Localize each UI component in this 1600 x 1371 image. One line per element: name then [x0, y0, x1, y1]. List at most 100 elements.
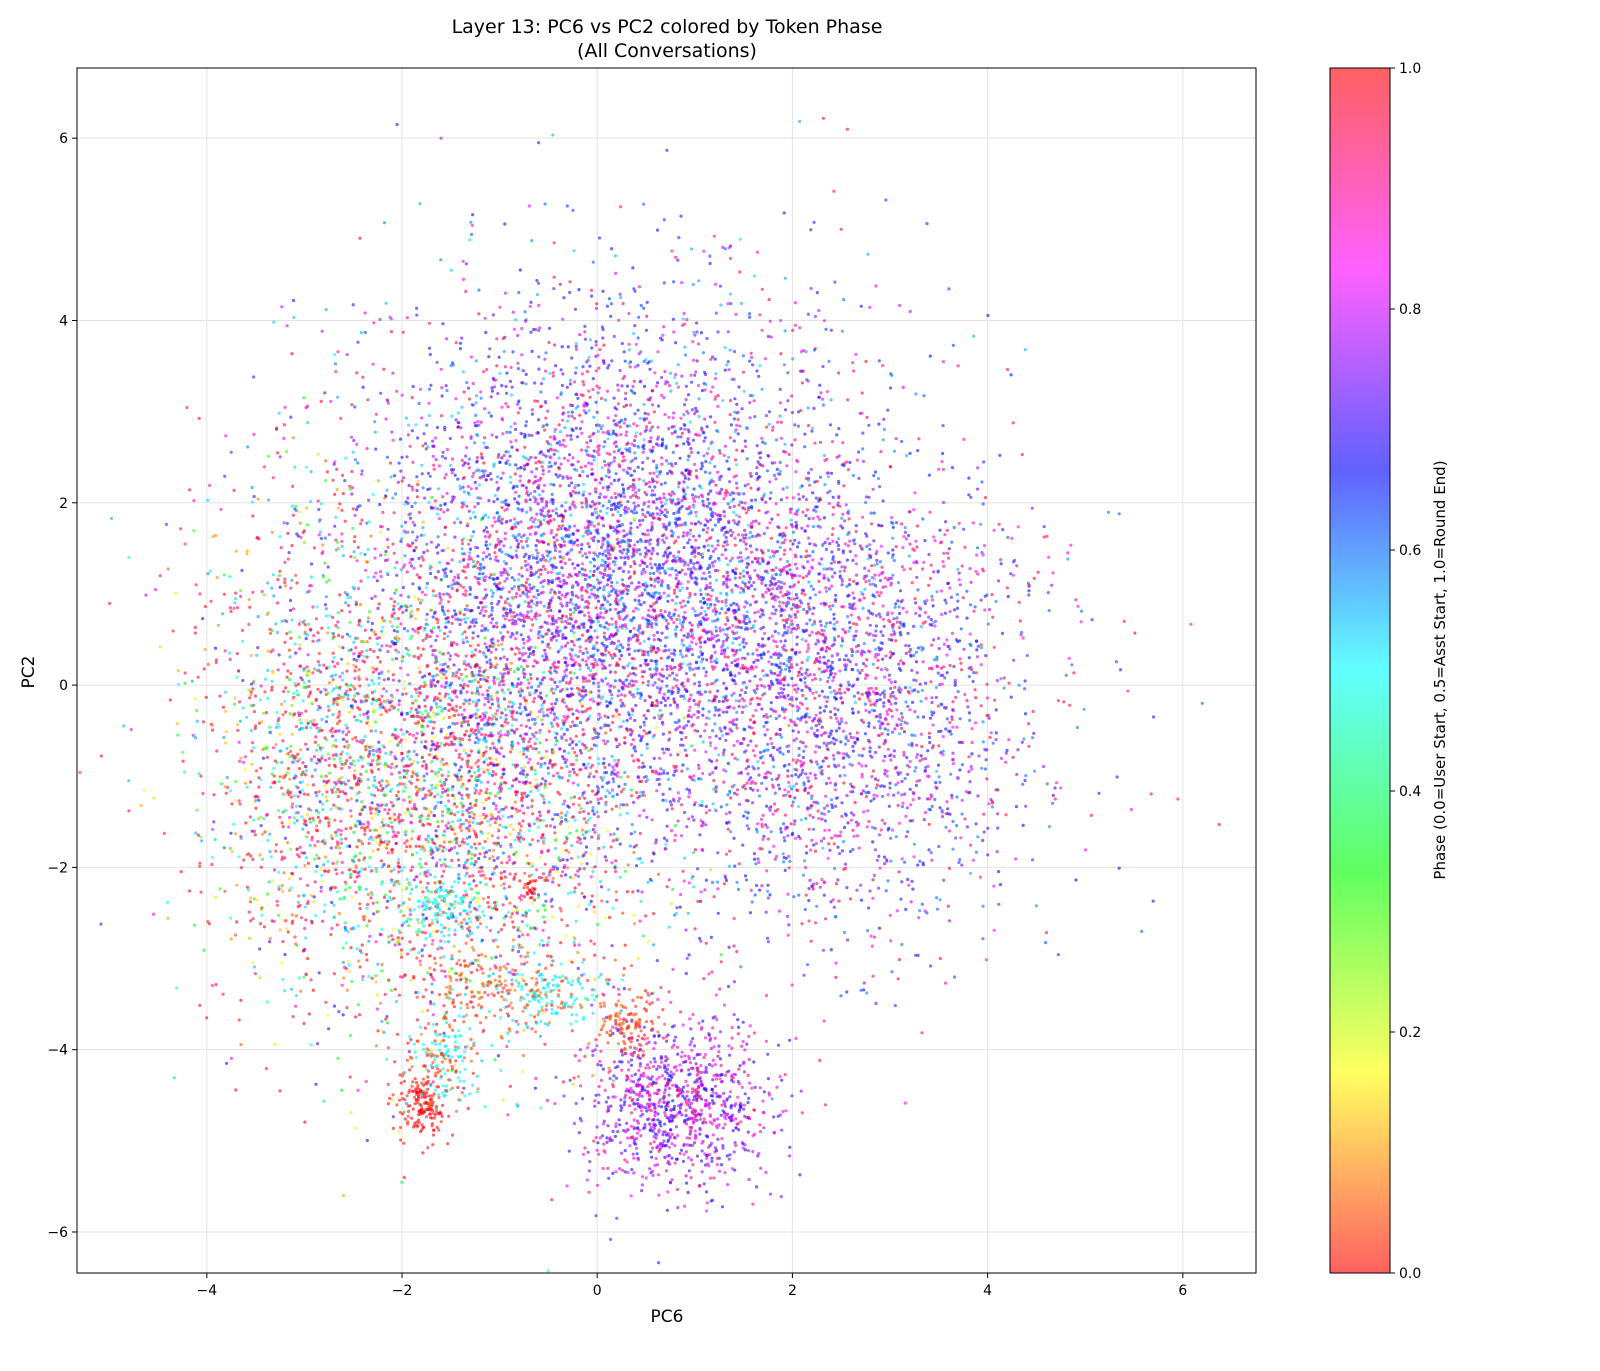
scatter-point — [406, 501, 410, 505]
scatter-point — [749, 584, 754, 588]
scatter-point — [585, 529, 589, 533]
scatter-point — [497, 355, 501, 359]
scatter-point — [584, 693, 588, 697]
scatter-point — [426, 445, 430, 449]
scatter-point — [542, 377, 546, 381]
scatter-point — [569, 629, 574, 633]
scatter-point — [405, 730, 409, 734]
scatter-point — [753, 611, 757, 615]
scatter-point — [713, 397, 717, 401]
scatter-point — [757, 509, 761, 513]
scatter-point — [549, 721, 554, 725]
scatter-point — [632, 511, 636, 515]
scatter-point — [677, 796, 682, 801]
scatter-point — [527, 433, 531, 437]
scatter-point — [542, 714, 546, 718]
scatter-point — [724, 604, 728, 608]
scatter-point — [602, 361, 606, 365]
scatter-point — [614, 763, 618, 767]
scatter-point — [504, 461, 508, 465]
scatter-point — [542, 604, 546, 608]
scatter-point — [584, 850, 588, 854]
scatter-point — [566, 591, 570, 596]
scatter-point — [693, 567, 697, 571]
scatter-point — [450, 471, 454, 475]
scatter-point — [569, 574, 573, 578]
scatter-point — [833, 571, 837, 575]
scatter-point — [467, 542, 471, 546]
scatter-point — [874, 1001, 878, 1006]
scatter-point — [674, 576, 678, 581]
scatter-point — [798, 119, 802, 124]
scatter-point — [883, 576, 888, 580]
scatter-point — [636, 691, 640, 695]
scatter-point — [506, 405, 510, 409]
scatter-point — [717, 448, 722, 453]
scatter-point — [707, 563, 712, 567]
scatter-point — [235, 606, 240, 610]
scatter-point — [742, 492, 746, 496]
scatter-point — [998, 453, 1002, 457]
scatter-point — [517, 291, 521, 295]
scatter-point — [540, 640, 545, 644]
scatter-point — [657, 563, 662, 567]
scatter-point — [294, 509, 298, 513]
scatter-point — [634, 606, 638, 610]
scatter-point — [474, 394, 479, 398]
scatter-point — [623, 556, 627, 560]
scatter-point — [616, 771, 620, 775]
scatter-point — [553, 702, 558, 706]
scatter-point — [460, 435, 464, 439]
scatter-point — [642, 639, 646, 643]
scatter-point — [619, 513, 623, 518]
chart-title: Layer 13: PC6 vs PC2 colored by Token Ph… — [452, 16, 883, 38]
scatter-point — [829, 900, 833, 904]
scatter-point — [692, 803, 697, 807]
scatter-point — [686, 677, 690, 681]
scatter-point — [314, 735, 318, 739]
scatter-point — [515, 711, 519, 715]
scatter-point — [481, 717, 485, 721]
scatter-point — [658, 470, 662, 474]
scatter-point — [699, 592, 703, 597]
scatter-point — [925, 222, 929, 226]
scatter-point — [510, 576, 514, 580]
scatter-point — [571, 562, 575, 566]
scatter-point — [386, 649, 390, 654]
scatter-point — [703, 388, 707, 392]
scatter-point — [599, 563, 604, 567]
scatter-point — [429, 644, 433, 648]
scatter-point — [450, 414, 454, 418]
scatter-point — [808, 633, 812, 638]
scatter-point — [696, 729, 700, 733]
scatter-point — [672, 511, 676, 516]
scatter-point — [768, 319, 772, 323]
scatter-point — [554, 533, 559, 537]
scatter-point — [717, 753, 721, 757]
scatter-point — [638, 919, 642, 923]
scatter-point — [629, 679, 634, 683]
scatter-point — [644, 539, 648, 543]
scatter-point — [851, 473, 856, 478]
scatter-point — [443, 425, 447, 429]
scatter-point — [734, 699, 738, 703]
scatter-point — [716, 851, 720, 855]
scatter-point — [411, 557, 415, 561]
scatter-point — [608, 603, 612, 607]
scatter-point — [603, 572, 607, 577]
scatter-point — [503, 508, 507, 512]
scatter-point — [811, 491, 815, 495]
scatter-point — [488, 472, 492, 476]
scatter-point — [557, 595, 561, 600]
scatter-point — [648, 538, 653, 542]
scatter-point — [793, 538, 797, 542]
scatter-point — [584, 830, 588, 834]
scatter-point — [539, 450, 543, 454]
scatter-point — [426, 471, 430, 475]
scatter-point — [563, 509, 568, 513]
scatter-point — [866, 616, 870, 620]
scatter-point — [738, 237, 742, 241]
scatter-point — [445, 491, 449, 496]
scatter-point — [687, 512, 691, 516]
scatter-point — [617, 784, 621, 789]
